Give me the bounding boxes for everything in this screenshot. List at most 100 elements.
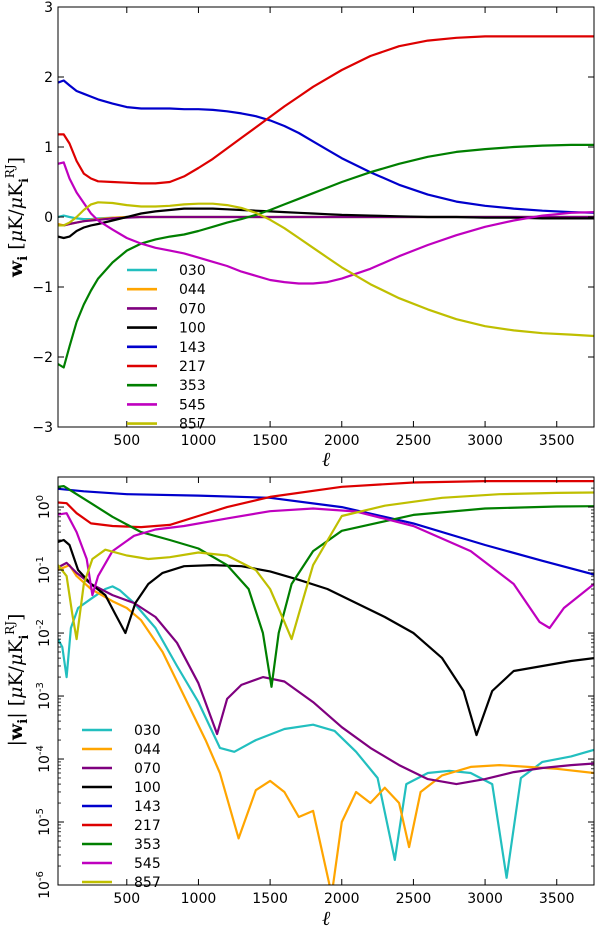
legend-item-217: 217 xyxy=(127,359,206,375)
top-panel: 500 1000 1500 2000 2500 3000 3500 −3 −2 −1 0 1 2 3 ℓ wi… xyxy=(3,0,595,471)
y-tick-mantissa: 10 xyxy=(37,566,53,584)
legend-item-143: 143 xyxy=(82,799,161,815)
y-tick-label-text: 10-1 xyxy=(35,556,53,584)
series-line-143 xyxy=(58,487,594,576)
series-line-100 xyxy=(58,538,594,737)
legend-item-030: 030 xyxy=(127,263,206,279)
legend-label: 044 xyxy=(134,742,161,758)
legend-item-070: 070 xyxy=(82,761,161,777)
y-tick-label: −2 xyxy=(32,350,53,366)
y-tick-label-text: 10-6 xyxy=(35,871,53,899)
x-tick-label: 3500 xyxy=(539,891,575,907)
y-tick-label: 1 xyxy=(44,140,53,156)
y-tick-mantissa: 10 xyxy=(37,501,53,519)
legend-label: 217 xyxy=(134,818,161,834)
series-line-217 xyxy=(58,480,594,529)
y-tick-mantissa: 10 xyxy=(37,881,53,899)
legend-label: 545 xyxy=(134,856,161,872)
y-tick-exponent: -4 xyxy=(35,745,46,755)
legend-item-545: 545 xyxy=(82,856,161,872)
x-tick-label: 1500 xyxy=(252,891,288,907)
legend-label: 857 xyxy=(179,417,206,433)
series-line-143 xyxy=(58,79,594,214)
y-tick-exponent: -6 xyxy=(35,871,46,881)
y-tick-label: 2 xyxy=(44,70,53,86)
y-tick-exponent: -1 xyxy=(35,556,46,566)
y-tick-mantissa: 10 xyxy=(37,755,53,773)
series-line-217 xyxy=(58,35,594,185)
y-tick-label: 10-2 xyxy=(35,619,53,647)
y-tick-exponent: 0 xyxy=(35,495,46,501)
legend-item-353: 353 xyxy=(82,837,161,853)
bottom-panel: 500 1000 1500 2000 2500 3000 350010010-110-210… xyxy=(3,476,595,930)
series-lines xyxy=(58,480,594,885)
y-tick-label: 10-1 xyxy=(35,556,53,584)
legend-label: 070 xyxy=(179,301,206,317)
y-tick-mantissa: 10 xyxy=(37,818,53,836)
x-tick-label: 500 xyxy=(113,891,140,907)
legend-item-100: 100 xyxy=(127,321,206,337)
legend-item-545: 545 xyxy=(127,397,206,413)
legend-item-857: 857 xyxy=(127,417,206,433)
series-lines xyxy=(58,35,594,369)
y-tick-exponent: -5 xyxy=(35,808,46,818)
series-line-044 xyxy=(58,564,594,885)
legend-label: 545 xyxy=(179,397,206,413)
x-tick-label: 3000 xyxy=(467,891,503,907)
y-tick-label-text: 10-3 xyxy=(35,682,53,710)
legend-label: 353 xyxy=(179,378,206,394)
series-line-857 xyxy=(58,491,594,641)
series-line-030 xyxy=(58,585,594,879)
x-tick-label: 3500 xyxy=(539,433,575,449)
legend-item-143: 143 xyxy=(127,340,206,356)
x-tick-label: 500 xyxy=(113,433,140,449)
y-axis-label: wi [μK/μKiRJ] xyxy=(3,157,31,278)
legend-item-217: 217 xyxy=(82,818,161,834)
legend: 030 044 070 100 143 217 353 545 857 xyxy=(127,263,206,433)
legend-label: 143 xyxy=(179,340,206,356)
legend-label: 100 xyxy=(179,321,206,337)
series-line-070 xyxy=(58,561,594,786)
y-tick-exponent: -3 xyxy=(35,682,46,692)
legend-label: 100 xyxy=(134,780,161,796)
x-tick-label: 1000 xyxy=(181,891,217,907)
y-axis-label-text: |wi| [μK/μKiRJ] xyxy=(3,614,31,747)
x-tick-label: 2500 xyxy=(396,891,432,907)
y-tick-label: 100 xyxy=(35,495,53,519)
y-tick-exponent: -2 xyxy=(35,619,46,629)
y-tick-label: 10-6 xyxy=(35,871,53,899)
x-tick-label: 2000 xyxy=(324,433,360,449)
series-line-857 xyxy=(58,201,594,338)
y-tick-label-text: 100 xyxy=(35,495,53,519)
y-tick-label: 10-4 xyxy=(35,745,53,773)
legend-label: 217 xyxy=(179,359,206,375)
x-tick-label: 3000 xyxy=(467,433,503,449)
legend-item-044: 044 xyxy=(82,742,161,758)
legend-item-353: 353 xyxy=(127,378,206,394)
x-tick-label: 2500 xyxy=(396,433,432,449)
series-line-100 xyxy=(58,207,594,240)
y-tick-label-text: 10-4 xyxy=(35,745,53,773)
y-tick-label: 3 xyxy=(44,0,53,16)
y-tick-label: −3 xyxy=(32,420,53,436)
series-line-353 xyxy=(58,143,594,369)
x-axis-label: ℓ xyxy=(322,906,331,930)
y-axis-label: |wi| [μK/μKiRJ] xyxy=(3,614,31,747)
y-tick-label: −1 xyxy=(32,280,53,296)
y-tick-label: 10-3 xyxy=(35,682,53,710)
x-tick-label: 2000 xyxy=(324,891,360,907)
legend-label: 143 xyxy=(134,799,161,815)
series-line-353 xyxy=(58,485,594,688)
legend-label: 044 xyxy=(179,282,206,298)
legend-label: 030 xyxy=(179,263,206,279)
y-tick-label: 10-5 xyxy=(35,808,53,836)
legend-item-044: 044 xyxy=(127,282,206,298)
x-tick-label: 1500 xyxy=(252,433,288,449)
x-tick-label: 1000 xyxy=(181,433,217,449)
y-tick-label-text: 10-5 xyxy=(35,808,53,836)
y-tick-label-text: 10-2 xyxy=(35,619,53,647)
legend: 030 044 070 100 143 217 353 545 857 xyxy=(82,723,161,891)
y-axis-label-text: wi [μK/μKiRJ] xyxy=(3,157,31,278)
legend-label: 070 xyxy=(134,761,161,777)
